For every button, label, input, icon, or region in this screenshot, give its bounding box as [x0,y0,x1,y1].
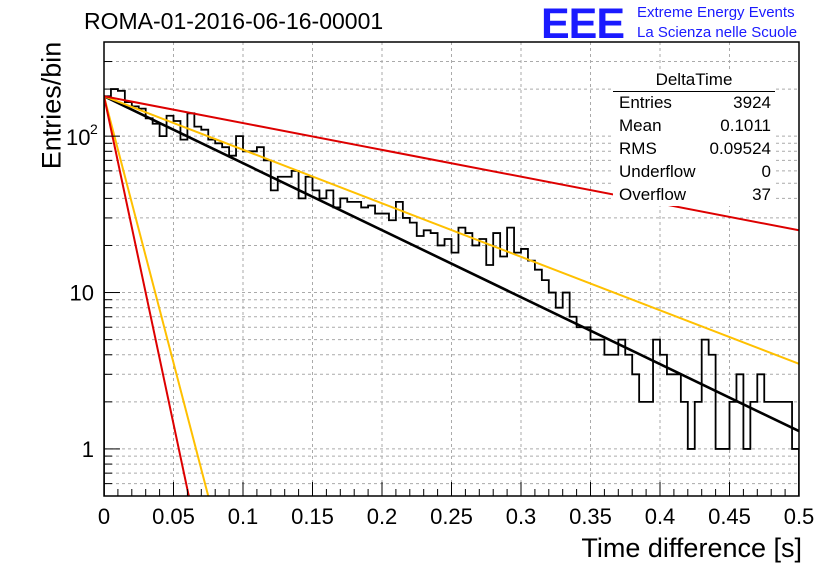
stats-value: 0.1011 [720,116,771,135]
stats-value: 37 [752,185,771,204]
stats-value: 0 [761,162,771,181]
x-tick-label: 0.2 [367,504,398,529]
x-tick-label: 0.35 [569,504,612,529]
x-tick-label: 0.15 [291,504,334,529]
x-tick-label: 0.45 [708,504,751,529]
stats-key: Entries [619,93,672,112]
logo-line-2: La Scienza nelle Scuole [637,24,798,41]
y-tick-label: 10 [66,125,90,150]
x-axis-label: Time difference [s] [581,533,802,563]
x-tick-label: 0.05 [152,504,195,529]
stats-value: 3924 [733,93,771,112]
y-axis-label: Entries/bin [36,41,67,170]
eee-logo: EEE [541,0,625,48]
y-tick-label-exponent: 2 [90,121,98,137]
fit-line [104,95,210,496]
fit-line [104,96,190,496]
logo-line-1: Extreme Energy Events [637,4,795,21]
fit-line [104,95,799,433]
x-tick-label: 0.25 [430,504,473,529]
stats-key: RMS [619,139,657,158]
series-layer [104,88,799,496]
x-tick-label: 0 [98,504,110,529]
stats-key: Underflow [619,162,696,181]
x-tick-label: 0.4 [645,504,676,529]
x-tick-label: 0.5 [784,504,815,529]
stats-title: DeltaTime [613,70,775,92]
fit-line [104,95,799,365]
chart-title: ROMA-01-2016-06-16-00001 [84,8,384,34]
y-tick-label: 1 [82,437,94,462]
x-tick-label: 0.3 [506,504,537,529]
stats-value: 0.09524 [709,139,771,158]
x-tick-label: 0.1 [228,504,259,529]
fit-line [104,95,799,232]
stats-key: Overflow [619,185,687,204]
stats-box: DeltaTime Entries 3924 Mean 0.1011 RMS 0… [613,70,775,206]
axis-layer: 0 0.05 0.1 0.15 0.2 0.25 0.3 0.35 0.4 0.45 0.5 1 10 1… [66,41,815,529]
y-tick-label: 10 [70,281,94,306]
stats-key: Mean [619,116,662,135]
